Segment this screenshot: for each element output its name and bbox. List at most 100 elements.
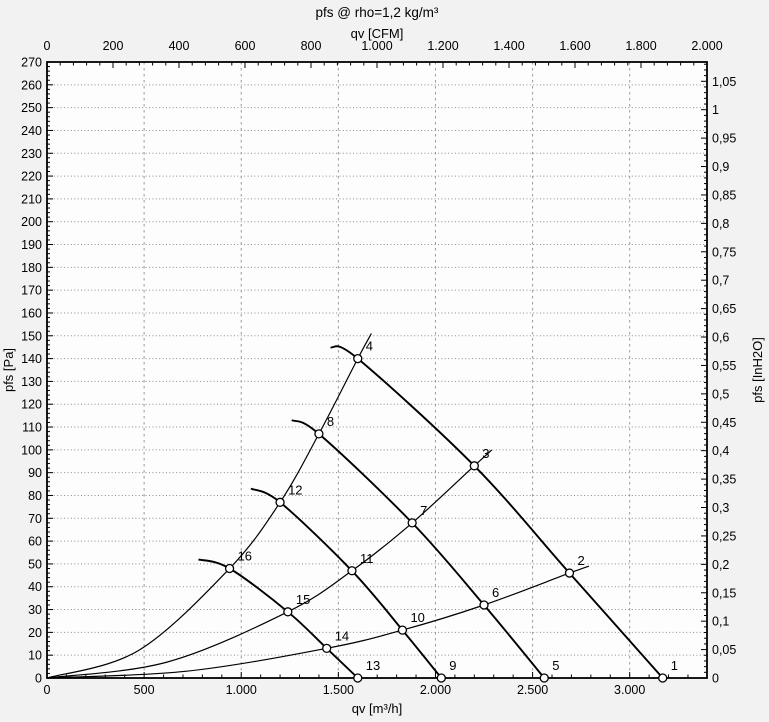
- top-axis-label: qv [CFM]: [351, 26, 404, 41]
- operating-point-14: [322, 643, 332, 653]
- right-tick-label: 0,6: [712, 331, 729, 345]
- operating-point-label-5: 5: [552, 658, 559, 673]
- left-tick-label: 210: [21, 192, 42, 206]
- system-curve-1: [46, 333, 372, 679]
- right-tick-label: 0,85: [712, 188, 736, 202]
- left-axis-label: pfs [Pa]: [1, 348, 16, 392]
- left-tick-label: 160: [21, 306, 42, 320]
- left-tick-label: 50: [28, 557, 42, 571]
- bottom-tick-label: 1.000: [226, 683, 257, 697]
- operating-point-label-12: 12: [288, 482, 302, 497]
- chart-grid-layer: [47, 62, 707, 678]
- right-tick-label: 0,15: [712, 586, 736, 600]
- right-tick-label: 0,95: [712, 132, 736, 146]
- left-tick-label: 260: [21, 78, 42, 92]
- operating-point-10: [397, 625, 408, 635]
- operating-point-1: [658, 673, 668, 683]
- left-tick-label: 270: [21, 56, 42, 70]
- operating-point-label-11: 11: [360, 551, 374, 566]
- operating-point-15: [283, 607, 293, 617]
- right-tick-label: 0,25: [712, 529, 736, 543]
- right-tick-label: 1,05: [712, 75, 736, 89]
- operating-point-label-9: 9: [449, 658, 456, 673]
- operating-point-label-10: 10: [410, 610, 424, 625]
- operating-point-label-8: 8: [327, 414, 334, 429]
- left-tick-label: 180: [21, 261, 42, 275]
- left-tick-label: 250: [21, 101, 42, 115]
- left-tick-label: 200: [21, 215, 42, 229]
- right-tick-label: 0,2: [712, 558, 729, 572]
- left-tick-label: 220: [21, 170, 42, 184]
- operating-point-11: [347, 566, 357, 576]
- right-tick-label: 0,75: [712, 245, 736, 259]
- right-tick-label: 0,05: [712, 643, 736, 657]
- top-tick-label: 1.200: [427, 39, 458, 53]
- left-tick-label: 0: [35, 672, 42, 686]
- left-tick-label: 130: [21, 375, 42, 389]
- right-tick-label: 0,1: [712, 615, 729, 629]
- operating-point-label-7: 7: [420, 503, 427, 518]
- operating-point-label-4: 4: [366, 339, 373, 354]
- right-tick-label: 0,35: [712, 473, 736, 487]
- operating-point-2: [564, 568, 575, 578]
- operating-point-label-2: 2: [577, 553, 584, 568]
- left-tick-label: 80: [28, 489, 42, 503]
- right-tick-label: 0,4: [712, 444, 729, 458]
- right-tick-label: 0,5: [712, 387, 729, 401]
- left-tick-label: 140: [21, 352, 42, 366]
- operating-point-label-14: 14: [335, 628, 349, 643]
- right-axis-label: pfs [InH2O]: [750, 337, 765, 403]
- operating-point-8: [314, 429, 324, 439]
- operating-point-7: [407, 518, 417, 528]
- operating-point-12: [275, 497, 285, 507]
- left-tick-label: 30: [28, 603, 42, 617]
- right-tick-label: 0,9: [712, 160, 729, 174]
- left-tick-label: 190: [21, 238, 42, 252]
- operating-point-9: [436, 673, 446, 683]
- bottom-tick-label: 0: [44, 683, 51, 697]
- left-tick-label: 100: [21, 443, 42, 457]
- left-tick-label: 110: [22, 421, 42, 435]
- top-tick-label: 800: [301, 39, 322, 53]
- left-tick-label: 90: [28, 466, 42, 480]
- top-tick-label: 1.400: [493, 39, 524, 53]
- bottom-tick-label: 2.500: [517, 683, 548, 697]
- system-curve-2: [46, 449, 493, 679]
- operating-point-4: [353, 353, 363, 364]
- right-tick-label: 0: [712, 672, 719, 686]
- left-tick-label: 20: [28, 626, 42, 640]
- operating-point-3: [469, 461, 479, 471]
- top-tick-label: 1.600: [559, 39, 590, 53]
- operating-point-label-13: 13: [366, 658, 380, 673]
- chart-axes-layer: 0 200 400 600 800 1.000 1.200 1.400 1.600 1.800 2.…: [21, 39, 736, 697]
- top-tick-label: 400: [169, 39, 190, 53]
- right-tick-label: 0,45: [712, 416, 736, 430]
- left-tick-label: 40: [28, 580, 42, 594]
- top-tick-label: 200: [103, 39, 124, 53]
- left-tick-label: 230: [21, 147, 42, 161]
- top-tick-label: 1.000: [361, 39, 392, 53]
- bottom-tick-label: 3.000: [614, 683, 645, 697]
- plot-area: [47, 62, 707, 678]
- right-tick-label: 0,65: [712, 302, 736, 316]
- right-tick-label: 0,7: [712, 274, 729, 288]
- chart-background-layer: [47, 62, 707, 678]
- right-tick-label: 0,8: [712, 217, 729, 231]
- bottom-tick-label: 2.000: [420, 683, 451, 697]
- top-tick-label: 1.800: [625, 39, 656, 53]
- operating-point-label-3: 3: [482, 446, 489, 461]
- operating-point-label-16: 16: [238, 548, 252, 563]
- bottom-tick-label: 500: [134, 683, 155, 697]
- bottom-tick-label: 1.500: [323, 683, 354, 697]
- left-tick-label: 10: [28, 649, 42, 663]
- operating-point-13: [353, 673, 363, 683]
- top-tick-label: 2.000: [691, 39, 722, 53]
- operating-point-5: [539, 673, 549, 683]
- left-tick-label: 150: [21, 329, 42, 343]
- left-tick-label: 70: [28, 512, 42, 526]
- operating-point-label-6: 6: [492, 585, 499, 600]
- bottom-axis-label: qv [m³/h]: [352, 701, 403, 716]
- left-tick-label: 120: [21, 398, 42, 412]
